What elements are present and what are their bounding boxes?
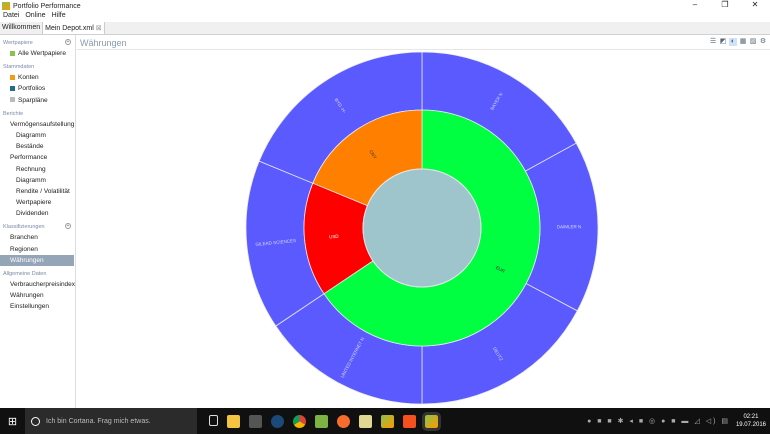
sidebar-item-portfolios[interactable]: Portfolios — [0, 83, 75, 94]
section-berichte: Berichte — [0, 106, 75, 119]
search-placeholder: Ich bin Cortana. Frag mich etwas. — [46, 417, 151, 425]
section-allgemeine-daten: Allgemeine Daten — [0, 266, 75, 279]
task-view-icon[interactable] — [209, 414, 218, 426]
view-title: Währungen — [80, 38, 127, 48]
menu-bar: Datei Online Hilfe — [0, 12, 66, 22]
clock[interactable]: 02:21 19.07.2016 — [736, 413, 766, 429]
sidebar-item-dividenden[interactable]: Dividenden — [16, 210, 49, 218]
sunburst-icon[interactable]: ◐ — [729, 38, 737, 46]
security-icon — [10, 50, 15, 56]
cortana-icon — [31, 416, 40, 426]
savings-plan-icon — [10, 97, 15, 103]
sidebar-item-performance[interactable]: Performance — [10, 154, 48, 162]
windows-start-icon[interactable]: ⊞ — [7, 415, 18, 428]
sidebar-item-rechnung[interactable]: Rechnung — [16, 165, 46, 173]
section-title: Berichte — [3, 110, 24, 117]
sidebar-item-branchen[interactable]: Branchen — [10, 234, 38, 242]
item-label: Portfolios — [18, 85, 46, 93]
inner-ring-label: USD — [329, 234, 340, 240]
tab-label: Mein Depot.xml — [45, 25, 94, 32]
bluestacks-icon[interactable] — [315, 414, 328, 428]
section-wertpapiere: Wertpapiere + — [0, 35, 75, 48]
sidebar-item-sparplaene[interactable]: Sparpläne — [0, 95, 75, 106]
section-title: Klassifizierungen — [3, 224, 45, 231]
sidebar: Wertpapiere + Alle Wertpapiere Stammdaten… — [0, 35, 76, 408]
calculator-icon[interactable] — [249, 414, 262, 428]
portfolio-icon — [10, 86, 15, 92]
center-circle — [362, 168, 482, 288]
view-toolbar: ☰ ◩ ◐ ▦ ▨ ⚙ — [709, 38, 767, 46]
app-icon[interactable] — [359, 414, 372, 428]
section-title: Allgemeine Daten — [3, 271, 47, 277]
section-stammdaten: Stammdaten — [0, 59, 75, 72]
menu-datei[interactable]: Datei — [3, 12, 20, 19]
outer-ring-label: GILEAD SCIENCES — [255, 238, 296, 247]
cortana-search[interactable]: Ich bin Cortana. Frag mich etwas. — [25, 408, 197, 434]
download-icon[interactable] — [403, 414, 416, 428]
sidebar-item-regionen[interactable]: Regionen — [10, 245, 38, 253]
item-label: Sparpläne — [18, 96, 48, 104]
maximize-button[interactable]: ❐ — [721, 0, 729, 9]
inner-ring-label: CNY — [368, 149, 377, 160]
grid-icon[interactable]: ▦ — [739, 38, 747, 45]
portfolio-performance-active-icon[interactable] — [422, 411, 441, 431]
add-icon[interactable]: + — [65, 39, 71, 45]
sidebar-item-einstellungen[interactable]: Einstellungen — [10, 303, 50, 311]
app-logo-icon — [2, 2, 10, 10]
window-title: Portfolio Performance — [13, 2, 81, 10]
sidebar-item-verbraucherpreisindex[interactable]: Verbraucherpreisindex — [10, 281, 76, 288]
tab-close-icon[interactable]: ⊠ — [95, 25, 102, 32]
section-title: Wertpapiere — [3, 40, 33, 46]
title-bar: Portfolio Performance – ❐ ✕ — [0, 0, 770, 12]
chrome-icon[interactable] — [293, 414, 306, 428]
tab-label: Willkommen — [2, 24, 41, 31]
list-icon[interactable]: ☰ — [709, 38, 717, 45]
treemap-icon[interactable]: ◩ — [719, 38, 727, 45]
file-explorer-icon[interactable] — [227, 414, 240, 428]
item-label: Konten — [18, 74, 39, 82]
taskbar: ⊞ Ich bin Cortana. Frag mich etwas. ● ■ … — [0, 408, 770, 434]
image-icon[interactable]: ▨ — [749, 38, 757, 45]
portfolio-performance-icon[interactable] — [381, 414, 394, 428]
account-icon — [10, 74, 15, 80]
menu-hilfe[interactable]: Hilfe — [51, 12, 66, 19]
section-klassifizierungen: Klassifizierungen + — [0, 219, 75, 232]
minimize-button[interactable]: – — [692, 0, 698, 9]
tray-icons[interactable]: ● ■ ■ ✱ ◂ ■ ◎ ● ■ ▬ ◿ ◁) ▤ — [587, 418, 730, 425]
main-view: BAYER N DAIMLER N DEUTZ UNITED INTERNET N GI… — [77, 35, 770, 408]
system-tray: ● ■ ■ ✱ ◂ ■ ◎ ● ■ ▬ ◿ ◁) ▤ 02:21 19.07.20… — [587, 408, 766, 434]
menu-online[interactable]: Online — [25, 12, 46, 19]
editor-tabs: Willkommen Mein Depot.xml ⊠ — [0, 22, 770, 35]
sidebar-item-performance-diagramm[interactable]: Diagramm — [16, 176, 46, 184]
sidebar-item-waehrungen[interactable]: Währungen — [0, 254, 74, 266]
sidebar-item-vermoegensaufstellung[interactable]: Vermögensaufstellung — [10, 120, 75, 128]
divider — [77, 49, 770, 50]
sidebar-item-diagramm[interactable]: Diagramm — [16, 131, 46, 139]
inner-ring-label: EUR — [495, 265, 506, 274]
add-icon[interactable]: + — [65, 223, 71, 230]
close-button[interactable]: ✕ — [751, 0, 759, 9]
time: 02:21 — [743, 414, 759, 420]
sidebar-item-rendite-volatilitaet[interactable]: Rendite / Volatilität — [16, 187, 70, 195]
sidebar-item-bestaende[interactable]: Bestände — [16, 143, 44, 151]
tab-willkommen[interactable]: Willkommen — [0, 22, 44, 34]
sidebar-item-waehrungen-daten[interactable]: Währungen — [10, 292, 44, 300]
item-label: Alle Wertpapiere — [18, 50, 66, 57]
gear-icon[interactable]: ⚙ — [759, 38, 767, 45]
taskbar-apps — [209, 411, 441, 431]
section-title: Stammdaten — [3, 64, 35, 71]
outer-ring-label: DAIMLER N — [557, 224, 582, 229]
sidebar-item-konten[interactable]: Konten — [0, 72, 75, 83]
date: 19.07.2016 — [735, 422, 766, 428]
tab-mein-depot[interactable]: Mein Depot.xml ⊠ — [43, 22, 105, 34]
origin-icon[interactable] — [337, 414, 350, 428]
steam-icon[interactable] — [271, 414, 284, 428]
sidebar-item-wertpapiere[interactable]: Wertpapiere — [16, 199, 52, 207]
sidebar-item-alle-wertpapiere[interactable]: Alle Wertpapiere — [0, 48, 75, 59]
